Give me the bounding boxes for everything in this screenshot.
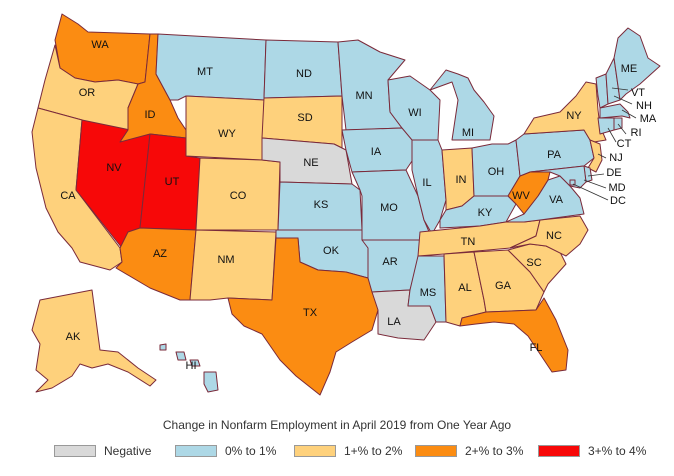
label-md: MD [608,182,625,194]
us-map: WA OR CA NV ID UT AZ MT WY CO NM ND SD N… [31,13,661,396]
legend-label: 3+% to 4% [588,444,647,458]
legend-item-negative: Negative [54,443,151,459]
legend-label: Negative [104,444,152,458]
state-ct [597,117,615,135]
legend-item-high: 2+% to 3% [415,443,523,459]
state-mi [429,69,495,141]
label-me: ME [621,63,638,75]
label-mn: MN [355,90,372,102]
label-nd: ND [296,68,312,80]
legend-swatch-top [538,445,580,457]
state-tx [227,237,379,396]
state-il [411,139,447,235]
label-ma: MA [640,113,657,125]
legend-label: 1+% to 2% [344,444,403,458]
label-co: CO [230,190,247,202]
label-dc: DC [610,195,626,207]
label-pa: PA [547,149,562,161]
label-wa: WA [91,39,109,51]
label-wi: WI [408,107,421,119]
label-az: AZ [153,248,167,260]
state-vt [595,73,609,109]
label-fl: FL [530,342,543,354]
label-sc: SC [526,257,541,269]
label-ga: GA [495,280,512,292]
legend-item-top: 3+% to 4% [538,443,646,459]
label-ny: NY [566,110,582,122]
label-nv: NV [106,162,122,174]
label-id: ID [145,109,156,121]
label-nj: NJ [609,152,622,164]
state-az [115,227,197,301]
legend-label: 2+% to 3% [465,444,524,458]
state-fl [459,297,569,373]
label-al: AL [458,282,471,294]
label-ca: CA [60,190,76,202]
label-nc: NC [546,230,562,242]
label-sd: SD [297,112,312,124]
label-wy: WY [218,128,236,140]
label-tn: TN [461,236,476,248]
label-de: DE [606,167,621,179]
state-nj [587,139,603,173]
state-labels: WA OR CA NV ID UT AZ MT WY CO NM ND SD N… [60,39,657,372]
label-tx: TX [303,307,318,319]
label-nm: NM [217,254,234,266]
label-va: VA [549,194,564,206]
label-nh: NH [636,100,652,112]
label-ky: KY [478,207,493,219]
state-hi [159,343,219,393]
label-ne: NE [303,157,318,169]
legend: Negative 0% to 1% 1+% to 2% 2+% to 3% 3+… [0,443,674,463]
legend-swatch-mid [294,445,336,457]
legend-swatch-high [415,445,457,457]
label-wv: WV [512,190,530,202]
label-hi: HI [186,360,197,372]
legend-swatch-low [175,445,217,457]
legend-item-low: 0% to 1% [175,443,276,459]
label-la: LA [387,316,401,328]
label-ut: UT [165,176,180,188]
legend-label: 0% to 1% [225,444,277,458]
label-ak: AK [66,331,81,343]
label-in: IN [456,174,467,186]
legend-swatch-negative [54,445,96,457]
label-or: OR [79,87,96,99]
label-mi: MI [462,127,474,139]
label-ri: RI [631,127,642,139]
map-caption: Change in Nonfarm Employment in April 20… [162,418,512,432]
label-ms: MS [420,287,437,299]
label-ia: IA [371,146,382,158]
label-vt: VT [631,87,645,99]
label-ct: CT [617,138,632,150]
legend-item-mid: 1+% to 2% [294,443,402,459]
state-ks [277,181,363,231]
label-ks: KS [314,199,329,211]
label-mo: MO [380,202,398,214]
label-mt: MT [197,66,213,78]
state-ak [31,289,157,393]
state-nc [509,215,589,257]
leader-lines [572,87,637,201]
label-il: IL [422,177,431,189]
label-ok: OK [323,245,340,257]
state-me [613,27,661,101]
label-oh: OH [488,166,505,178]
label-ar: AR [382,256,397,268]
